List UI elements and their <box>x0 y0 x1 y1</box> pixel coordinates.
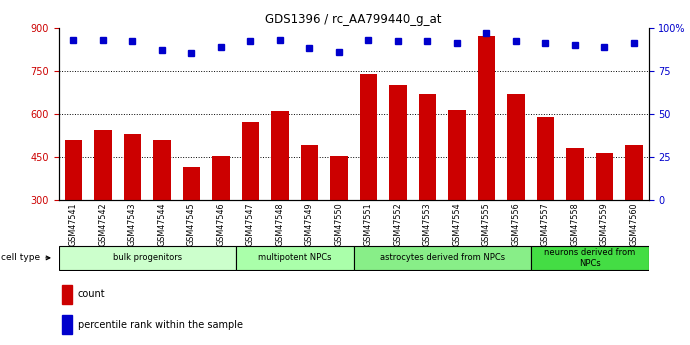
Bar <box>537 117 554 200</box>
Text: percentile rank within the sample: percentile rank within the sample <box>77 319 242 329</box>
Bar <box>301 146 318 200</box>
Text: GSM47560: GSM47560 <box>629 202 638 246</box>
Text: neurons derived from
NPCs: neurons derived from NPCs <box>544 248 635 268</box>
Bar <box>61 315 72 334</box>
Bar <box>61 285 72 304</box>
Bar <box>448 109 466 200</box>
Bar <box>183 167 200 200</box>
Text: GSM47544: GSM47544 <box>157 202 166 246</box>
Bar <box>212 156 230 200</box>
Text: GSM47555: GSM47555 <box>482 202 491 246</box>
Bar <box>359 73 377 200</box>
Text: cell type: cell type <box>1 253 50 263</box>
Text: bulk progenitors: bulk progenitors <box>112 253 181 263</box>
Text: GSM47547: GSM47547 <box>246 202 255 246</box>
Text: GSM47546: GSM47546 <box>217 202 226 246</box>
Text: GSM47553: GSM47553 <box>423 202 432 246</box>
Text: GSM47545: GSM47545 <box>187 202 196 246</box>
Bar <box>330 156 348 200</box>
Bar <box>235 246 353 269</box>
Text: GSM47549: GSM47549 <box>305 202 314 246</box>
Bar <box>65 140 82 200</box>
Bar <box>241 122 259 200</box>
Text: count: count <box>77 289 105 299</box>
Text: GSM47543: GSM47543 <box>128 202 137 246</box>
Bar <box>507 94 524 200</box>
Text: GSM47552: GSM47552 <box>393 202 402 246</box>
Bar <box>271 111 288 200</box>
Text: GSM47556: GSM47556 <box>511 202 520 246</box>
Text: GSM47541: GSM47541 <box>69 202 78 246</box>
Title: GDS1396 / rc_AA799440_g_at: GDS1396 / rc_AA799440_g_at <box>266 13 442 27</box>
Text: GSM47554: GSM47554 <box>453 202 462 246</box>
Bar <box>389 85 406 200</box>
Text: GSM47548: GSM47548 <box>275 202 284 246</box>
Text: GSM47557: GSM47557 <box>541 202 550 246</box>
Text: GSM47559: GSM47559 <box>600 202 609 246</box>
Text: GSM47558: GSM47558 <box>571 202 580 246</box>
Bar <box>566 148 584 200</box>
Bar <box>477 36 495 200</box>
Bar <box>531 246 649 269</box>
Text: multipotent NPCs: multipotent NPCs <box>258 253 331 263</box>
Bar <box>153 140 170 200</box>
Bar <box>94 130 112 200</box>
Text: astrocytes derived from NPCs: astrocytes derived from NPCs <box>380 253 504 263</box>
Bar <box>124 134 141 200</box>
Bar <box>419 94 436 200</box>
Text: GSM47551: GSM47551 <box>364 202 373 246</box>
Bar <box>595 152 613 200</box>
Bar <box>59 246 235 269</box>
Text: GSM47542: GSM47542 <box>99 202 108 246</box>
Bar <box>625 146 642 200</box>
Bar <box>353 246 531 269</box>
Text: GSM47550: GSM47550 <box>335 202 344 246</box>
